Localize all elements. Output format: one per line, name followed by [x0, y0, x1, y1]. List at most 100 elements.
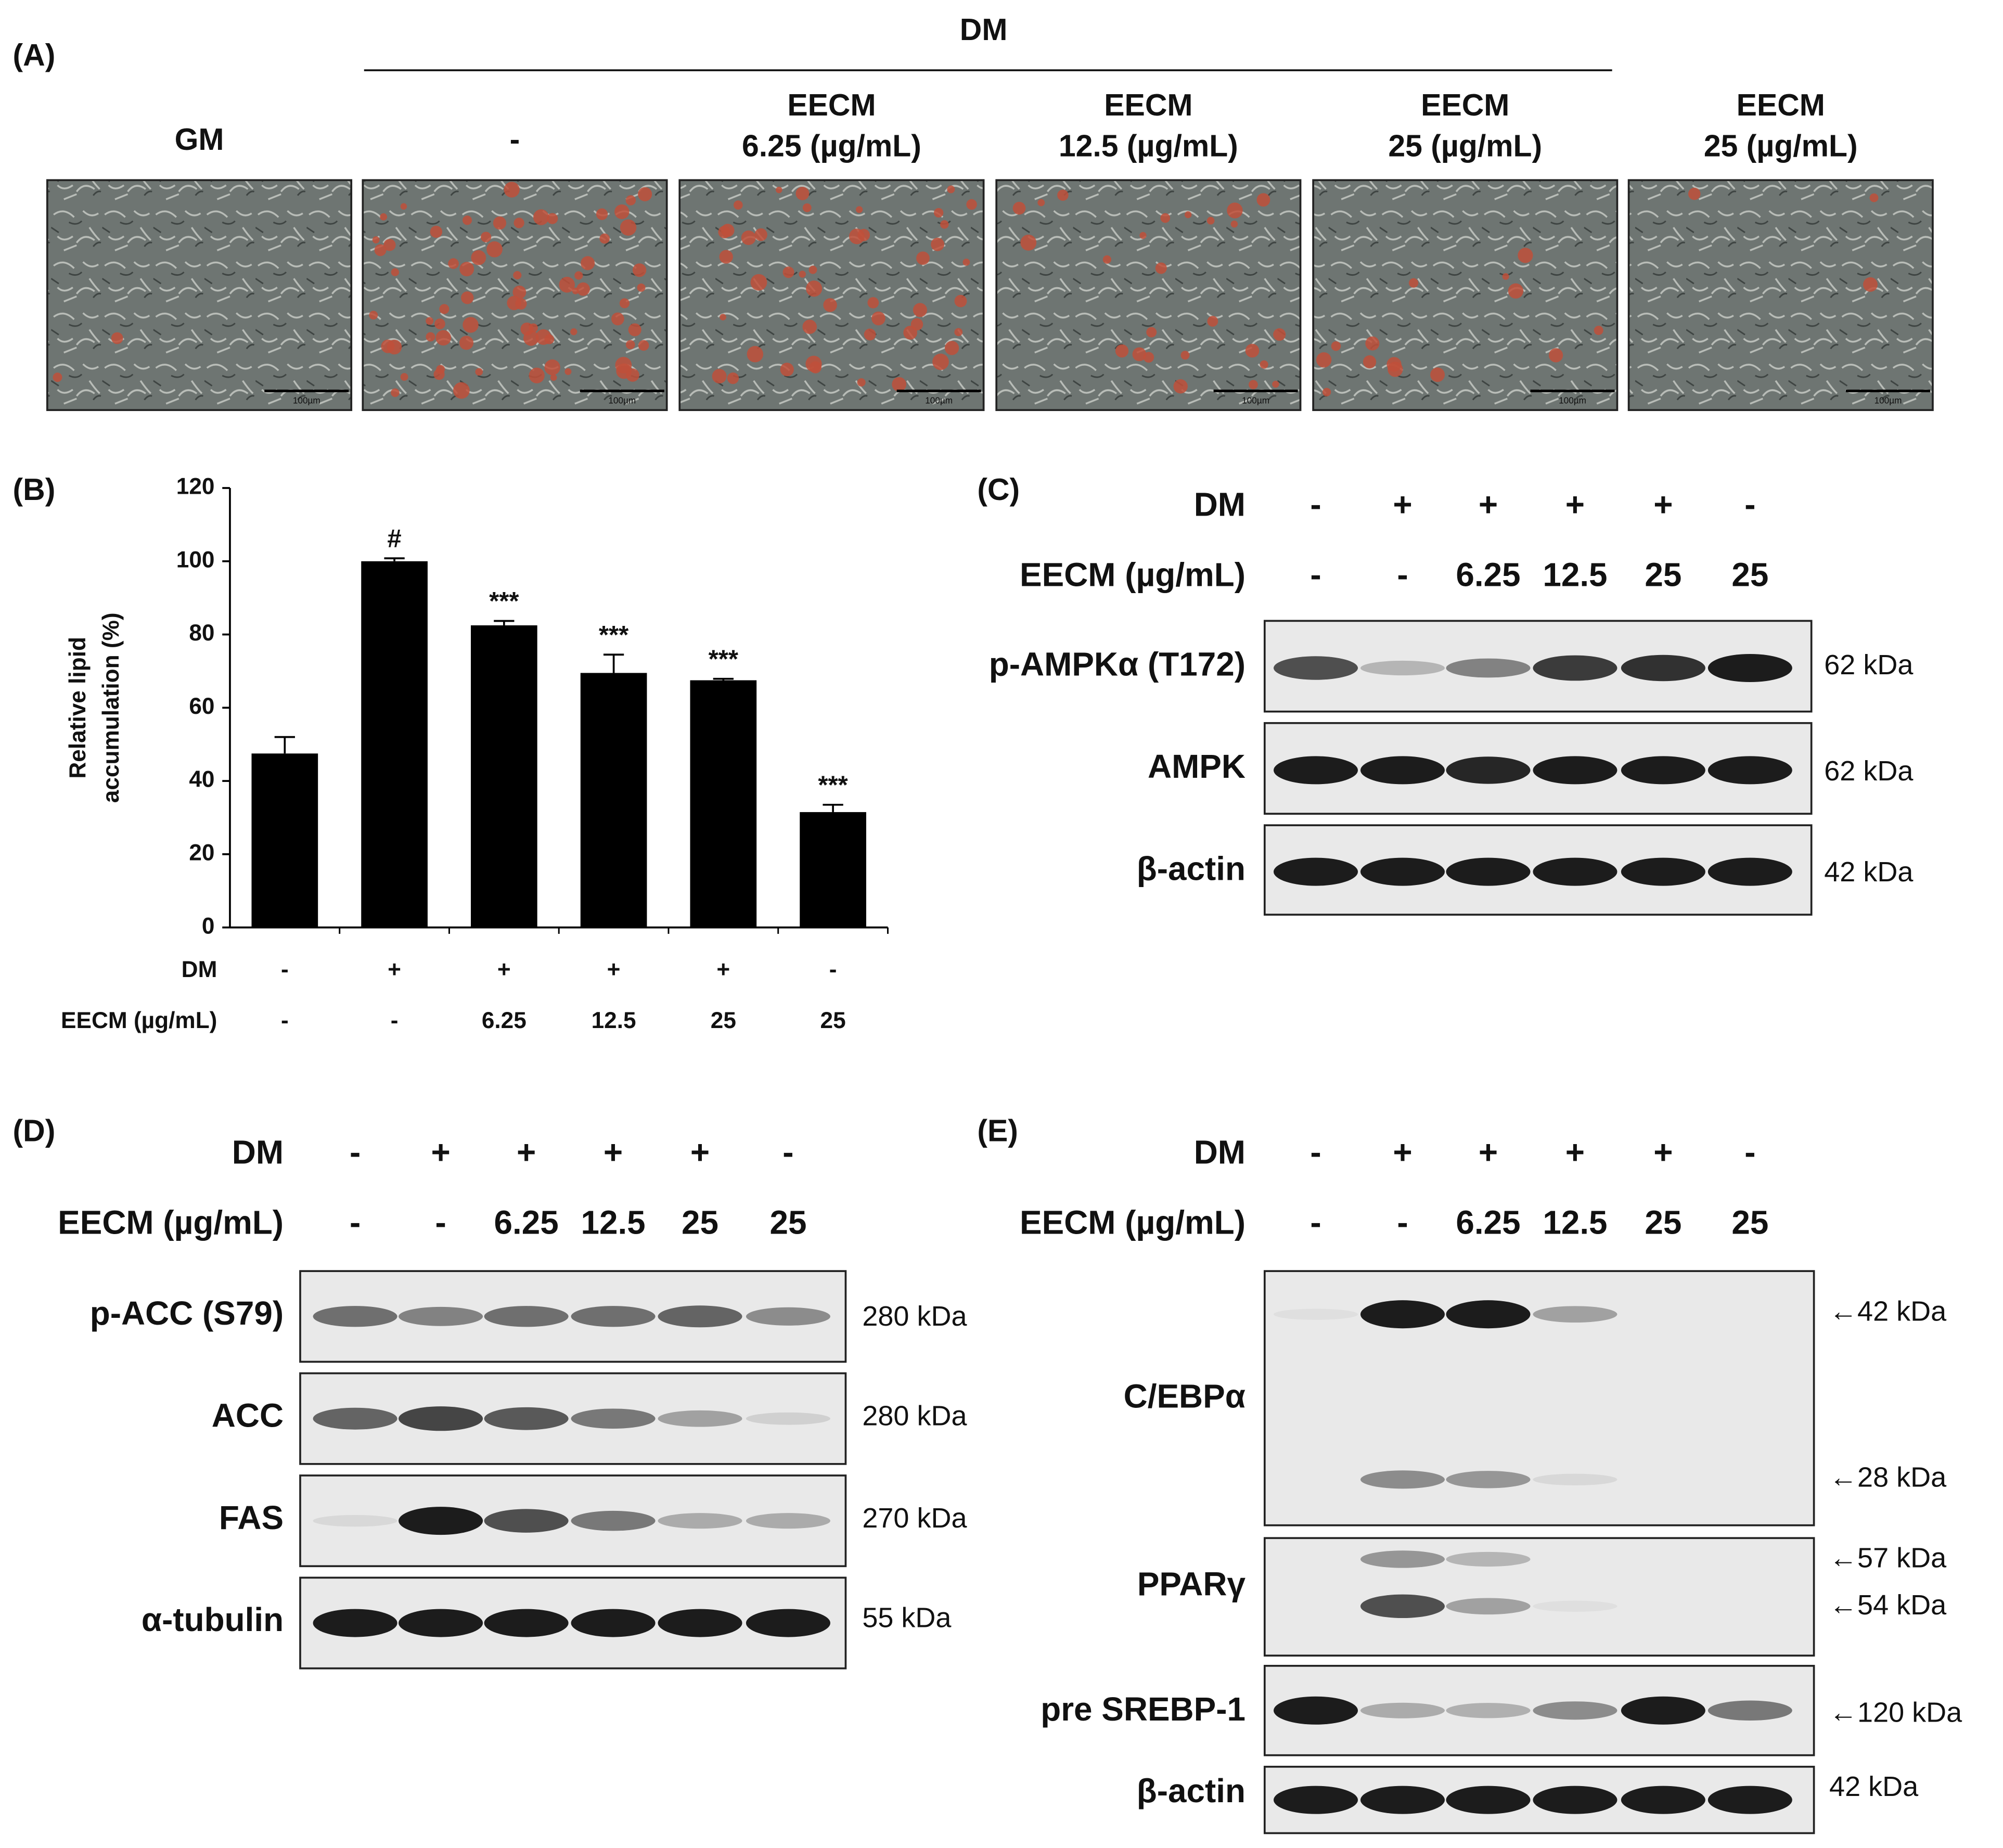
blot-band: [1273, 1308, 1358, 1320]
blot-band: [1533, 1600, 1617, 1612]
x-category-label: 25: [820, 1008, 846, 1033]
x-category-label: +: [607, 957, 621, 982]
image-title: 12.5 (µg/mL): [1059, 129, 1238, 163]
condition-value: +: [517, 1134, 536, 1171]
lipid-droplet: [391, 388, 400, 397]
blot-band: [571, 1306, 656, 1327]
molecular-weight: 270 kDa: [862, 1503, 967, 1534]
blot-band: [1360, 1300, 1445, 1329]
lipid-droplet: [459, 262, 474, 277]
lipid-droplet: [1155, 262, 1167, 274]
lipid-droplet: [1160, 213, 1171, 223]
x-category-label: 6.25: [482, 1008, 527, 1033]
lipid-droplet: [564, 368, 572, 375]
lipid-droplet: [1363, 355, 1377, 369]
x-row-label: EECM (µg/mL): [61, 1008, 217, 1033]
condition-value: 12.5: [1543, 556, 1607, 594]
lipid-droplet: [1020, 234, 1037, 251]
molecular-weight: 280 kDa: [862, 1401, 967, 1432]
blot-band: [484, 1306, 569, 1327]
lipid-droplet: [633, 263, 647, 277]
blot-label: p-AMPKα (T172): [989, 646, 1246, 683]
lipid-droplet: [453, 382, 470, 399]
blot-band: [658, 1609, 742, 1637]
condition-value: +: [1565, 486, 1585, 523]
lipid-droplet: [1173, 379, 1188, 394]
blot-band: [571, 1510, 656, 1531]
lipid-droplet: [628, 323, 641, 337]
blot-band: [1360, 1470, 1445, 1489]
blot-band: [1533, 1306, 1617, 1323]
lipid-droplet: [513, 271, 522, 280]
blot-band: [1707, 653, 1792, 683]
lipid-droplet: [533, 209, 549, 225]
bar: [690, 680, 757, 928]
lipid-droplet: [966, 199, 977, 210]
lipid-droplet: [426, 317, 434, 325]
condition-label: EECM (µg/mL): [1020, 556, 1246, 594]
blot-band: [1533, 857, 1617, 886]
lipid-droplet: [400, 203, 407, 210]
lipid-droplet: [857, 378, 866, 387]
lipid-droplet: [1548, 348, 1563, 363]
lipid-droplet: [1260, 360, 1268, 369]
lipid-droplet: [461, 291, 474, 304]
lipid-droplet: [1272, 380, 1279, 388]
lipid-droplet: [625, 340, 635, 350]
condition-value: -: [782, 1134, 793, 1171]
lipid-droplet: [572, 287, 579, 294]
blot-band: [1446, 857, 1531, 886]
blot-band: [1533, 1786, 1617, 1814]
lipid-droplet: [480, 232, 492, 242]
blot-band: [1446, 1703, 1531, 1718]
lipid-droplet: [1037, 199, 1045, 207]
blot-band: [1360, 1550, 1445, 1568]
blot-band: [1360, 756, 1445, 785]
lipid-droplet: [776, 186, 782, 194]
molecular-weight: 62 kDa: [1824, 755, 1914, 787]
lipid-droplet: [1508, 283, 1524, 299]
lipid-droplet: [570, 328, 577, 336]
lipid-droplet: [615, 356, 632, 374]
lipid-droplet: [550, 374, 557, 381]
lipid-droplet: [581, 256, 595, 271]
lipid-droplet: [1502, 273, 1509, 280]
blot-band: [658, 1410, 742, 1427]
micrograph: [46, 179, 353, 412]
lipid-droplet: [871, 311, 885, 326]
lipid-droplet: [1139, 232, 1147, 239]
lipid-droplet: [1863, 277, 1878, 292]
group-label: DM: [960, 13, 1008, 47]
molecular-weight: ←57 kDa: [1829, 1542, 1947, 1573]
blot-label: β-actin: [1137, 1772, 1246, 1810]
x-category-label: +: [497, 957, 511, 982]
blot-band: [1273, 857, 1358, 886]
panel-label: (D): [13, 1114, 56, 1148]
blot-band: [1446, 756, 1531, 784]
lipid-droplet: [614, 204, 630, 220]
molecular-weight: 62 kDa: [1824, 649, 1914, 681]
lipid-droplet: [486, 241, 503, 258]
y-axis-label: Relative lipid accumulation (%): [65, 612, 124, 803]
condition-label: EECM (µg/mL): [1020, 1204, 1246, 1241]
blot-band: [1273, 656, 1358, 680]
blot-label: PPARγ: [1137, 1565, 1246, 1602]
lipid-droplet: [435, 330, 452, 346]
lipid-droplet: [1518, 248, 1533, 263]
blot-band: [1533, 756, 1617, 785]
lipid-droplet: [782, 266, 794, 278]
lipid-droplet: [932, 353, 949, 370]
condition-value: +: [604, 1134, 623, 1171]
lipid-droplet: [823, 298, 837, 312]
blot-band: [1707, 1786, 1792, 1814]
condition-value: 6.25: [1456, 556, 1520, 594]
lipid-droplet: [493, 216, 507, 230]
blot-membrane: [1263, 1270, 1815, 1526]
blot-band: [1621, 1696, 1705, 1725]
x-category-label: -: [391, 1008, 399, 1033]
condition-value: -: [435, 1204, 446, 1241]
significance-label: ***: [818, 771, 848, 799]
image-title: EECM: [1421, 88, 1509, 122]
lipid-droplet: [529, 323, 538, 333]
lipid-droplet: [795, 186, 810, 200]
